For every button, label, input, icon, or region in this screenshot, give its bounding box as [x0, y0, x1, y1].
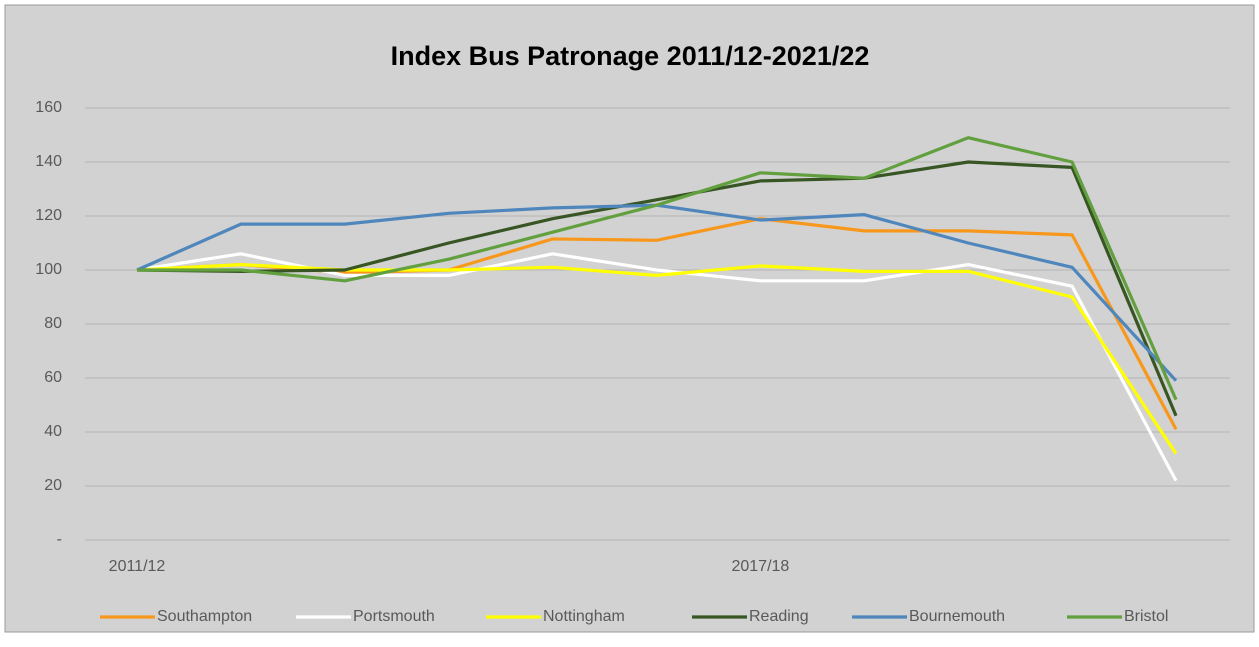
legend-label: Nottingham: [543, 608, 625, 625]
y-tick-label: 60: [44, 369, 62, 386]
chart-background: [4, 4, 1255, 633]
chart-title: Index Bus Patronage 2011/12-2021/22: [391, 41, 870, 71]
x-tick-label: 2017/18: [731, 558, 789, 575]
series-line: [136, 160, 1178, 417]
y-tick-label: 40: [44, 423, 62, 440]
legend-label: Bournemouth: [909, 608, 1005, 625]
y-tick-label: 120: [35, 207, 62, 224]
legend-label: Reading: [749, 608, 809, 625]
y-tick-label: 20: [44, 477, 62, 494]
series-line: [136, 263, 1178, 455]
legend-label: Bristol: [1124, 608, 1168, 625]
y-tick-label: 100: [35, 261, 62, 278]
x-tick-label: 2011/12: [109, 558, 166, 575]
series-line: [137, 136, 1178, 401]
y-tick-label: -: [57, 531, 62, 548]
y-tick-label: 140: [35, 153, 62, 170]
y-tick-label: 80: [44, 315, 62, 332]
legend-label: Southampton: [157, 608, 252, 625]
legend-label: Portsmouth: [353, 608, 435, 625]
y-tick-label: 160: [35, 99, 62, 116]
